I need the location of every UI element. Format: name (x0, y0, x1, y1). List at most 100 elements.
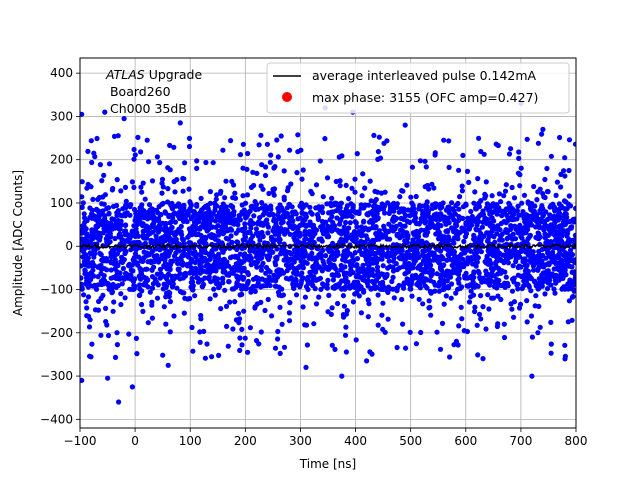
scatter-point (189, 232, 195, 238)
scatter-point (472, 304, 478, 310)
scatter-point (329, 305, 335, 311)
scatter-point (310, 263, 316, 270)
scatter-point (166, 214, 172, 220)
scatter-point (505, 260, 511, 266)
scatter-series (80, 100, 576, 405)
scatter-point (547, 277, 553, 283)
scatter-point (375, 216, 381, 222)
scatter-point (223, 303, 230, 309)
scatter-point (420, 301, 426, 307)
scatter-point (128, 267, 134, 273)
scatter-point (404, 182, 410, 188)
scatter-point (475, 176, 481, 182)
scatter-point (288, 251, 294, 257)
scatter-point (343, 324, 349, 330)
scatter-point (109, 289, 116, 295)
scatter-point (306, 255, 312, 261)
scatter-point (437, 248, 444, 254)
scatter-point (244, 192, 251, 198)
scatter-point (230, 195, 236, 201)
scatter-point (365, 227, 371, 233)
scatter-point (245, 349, 251, 355)
scatter-point (295, 216, 301, 222)
scatter-point (462, 275, 468, 281)
scatter-point (101, 226, 107, 232)
scatter-point (544, 286, 551, 292)
scatter-point (535, 140, 542, 146)
scatter-point (443, 207, 449, 213)
scatter-point (315, 216, 321, 222)
scatter-point (110, 308, 116, 314)
scatter-point (513, 253, 519, 259)
scatter-point (112, 259, 119, 265)
scatter-point (85, 284, 91, 290)
scatter-point (285, 185, 291, 191)
scatter-point (166, 235, 173, 241)
scatter-point (248, 262, 254, 268)
scatter-point (566, 167, 572, 174)
scatter-point (499, 268, 505, 274)
scatter-point (519, 246, 525, 252)
scatter-point (192, 293, 198, 299)
scatter-point (558, 171, 564, 177)
scatter-point (146, 159, 152, 165)
scatter-point (101, 201, 107, 207)
scatter-point (173, 203, 179, 209)
scatter-point (167, 299, 173, 305)
scatter-point (375, 204, 382, 211)
scatter-point (466, 226, 472, 232)
scatter-point (516, 305, 523, 311)
scatter-point (512, 246, 518, 252)
scatter-point (365, 273, 371, 279)
scatter-point (461, 261, 467, 267)
scatter-point (92, 154, 98, 160)
scatter-point (237, 258, 243, 264)
scatter-point (438, 223, 444, 229)
scatter-point (356, 293, 362, 299)
scatter-point (441, 286, 447, 292)
scatter-point (450, 215, 456, 221)
scatter-point (397, 256, 403, 262)
scatter-point (558, 251, 564, 257)
scatter-point (458, 304, 464, 310)
scatter-point (155, 229, 162, 235)
scatter-point (407, 329, 413, 335)
scatter-point (265, 296, 271, 303)
scatter-point (390, 258, 396, 264)
scatter-point (212, 292, 218, 298)
scatter-point (320, 194, 326, 200)
scatter-point (312, 286, 318, 292)
scatter-point (523, 247, 529, 253)
scatter-point (289, 214, 295, 220)
scatter-point (526, 284, 532, 290)
scatter-point (168, 202, 174, 208)
scatter-point (508, 146, 514, 152)
scatter-point (343, 311, 349, 317)
scatter-point (111, 299, 117, 305)
scatter-point (232, 190, 238, 196)
scatter-point (376, 228, 382, 234)
scatter-point (542, 194, 548, 201)
scatter-point (207, 256, 213, 262)
scatter-point (140, 223, 146, 229)
scatter-point (503, 182, 509, 188)
scatter-point (115, 275, 121, 282)
scatter-point (134, 351, 140, 357)
scatter-point (238, 274, 244, 280)
scatter-point (486, 207, 492, 214)
scatter-point (150, 281, 156, 287)
scatter-point (528, 256, 534, 262)
scatter-point (455, 342, 461, 348)
scatter-point (567, 218, 574, 224)
scatter-point (373, 224, 379, 230)
scatter-point (380, 206, 387, 212)
scatter-point (537, 209, 543, 215)
scatter-point (365, 249, 371, 255)
scatter-point (198, 224, 204, 230)
scatter-point (123, 202, 129, 208)
scatter-point (311, 321, 317, 327)
scatter-point (554, 179, 561, 185)
scatter-point (311, 274, 317, 280)
scatter-point (186, 186, 192, 192)
scatter-point (495, 282, 501, 288)
